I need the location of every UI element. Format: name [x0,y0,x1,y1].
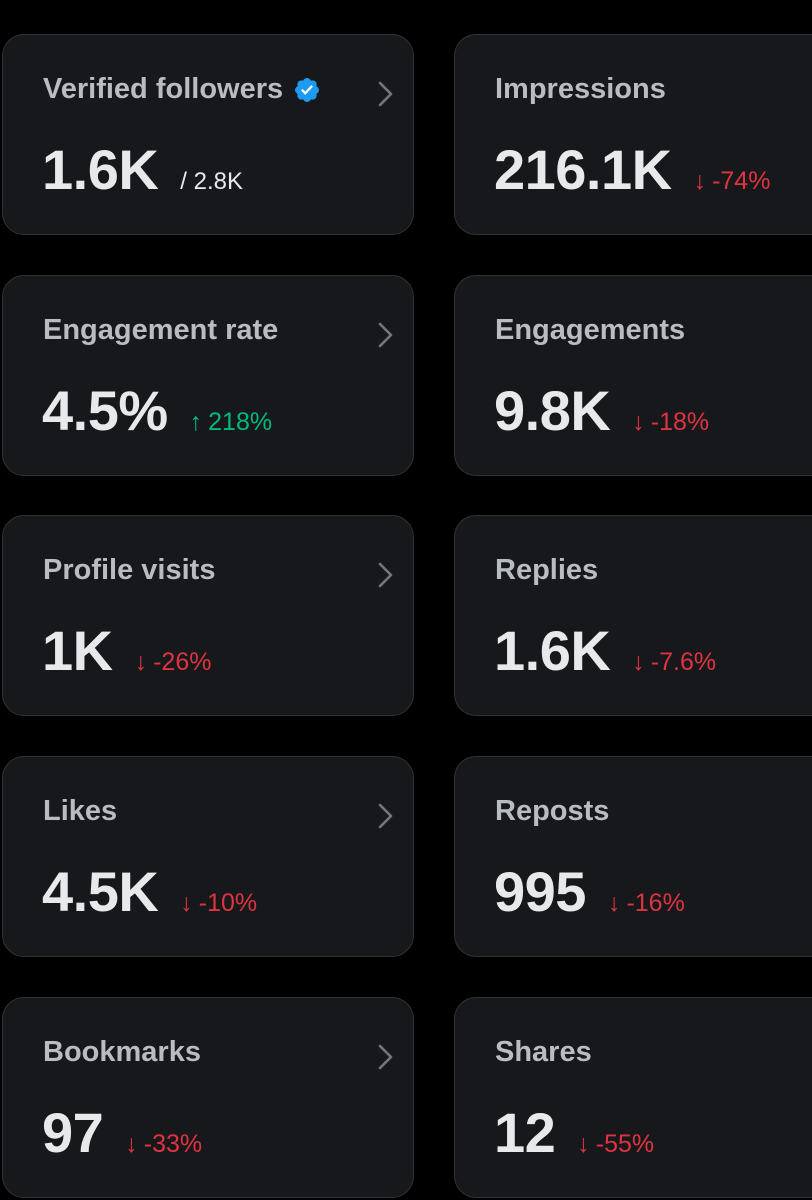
metric-value: 1.6K [42,138,159,201]
arrow-down-icon: ↓ [180,889,193,917]
change-indicator: ↓ -74% [694,167,771,196]
change-indicator: ↓ -55% [577,1130,654,1159]
card-label: Bookmarks [43,1036,201,1068]
change-indicator: ↓ -33% [125,1130,202,1159]
card-engagements[interactable]: Engagements 9.8K ↓ -18% [454,275,812,476]
card-reposts[interactable]: Reposts 995 ↓ -16% [454,756,812,957]
card-title: Replies [495,554,598,587]
chevron-right-icon[interactable] [375,1042,397,1072]
change-indicator: ↓ -26% [135,648,212,677]
change-percent: -16% [626,889,685,917]
change-indicator: ↓ -10% [180,889,257,918]
value-row: 995 ↓ -16% [494,859,685,924]
value-row: 12 ↓ -55% [494,1100,654,1165]
card-title: Likes [43,795,117,828]
value-row: 4.5K ↓ -10% [42,859,257,924]
card-impressions[interactable]: Impressions 216.1K ↓ -74% [454,34,812,235]
card-title: Engagement rate [43,314,278,347]
change-percent: -55% [595,1130,655,1158]
arrow-down-icon: ↓ [693,167,707,195]
change-indicator: ↓ -16% [608,889,685,918]
chevron-right-icon[interactable] [375,79,397,109]
card-label: Profile visits [43,554,216,586]
value-row: 4.5% ↑ 218% [42,378,272,443]
metric-value: 1.6K [494,619,611,682]
change-percent: -7.6% [650,648,717,676]
metric-value: 1K [42,619,113,682]
card-engagement-rate[interactable]: Engagement rate 4.5% ↑ 218% [2,275,414,476]
value-row: 9.8K ↓ -18% [494,378,709,443]
chevron-right-icon[interactable] [375,801,397,831]
change-indicator: ↑ 218% [190,408,272,437]
chevron-right-icon[interactable] [375,320,397,350]
metric-value: 9.8K [494,379,611,442]
change-percent: -74% [712,167,771,195]
card-label: Impressions [495,73,666,105]
card-title: Shares [495,1036,592,1069]
card-label: Replies [495,554,599,586]
card-verified-followers[interactable]: Verified followers 1.6K / 2.8K [2,34,414,235]
chevron-right-icon[interactable] [375,560,397,590]
change-percent: -18% [650,408,710,436]
arrow-up-icon: ↑ [189,408,203,436]
card-title: Reposts [495,795,609,828]
card-shares[interactable]: Shares 12 ↓ -55% [454,997,812,1198]
metric-value: 995 [494,860,586,923]
card-likes[interactable]: Likes 4.5K ↓ -10% [2,756,414,957]
arrow-down-icon: ↓ [134,648,148,676]
card-title: Bookmarks [43,1036,201,1069]
card-bookmarks[interactable]: Bookmarks 97 ↓ -33% [2,997,414,1198]
arrow-down-icon: ↓ [125,1130,138,1158]
card-label: Shares [495,1036,592,1068]
metric-value: 4.5% [42,379,168,442]
arrow-down-icon: ↓ [632,408,645,436]
arrow-down-icon: ↓ [577,1130,590,1158]
value-row: 97 ↓ -33% [42,1100,202,1165]
value-row: 216.1K ↓ -74% [494,137,770,202]
change-percent: -26% [153,648,212,676]
card-replies[interactable]: Replies 1.6K ↓ -7.6% [454,515,812,716]
change-percent: 218% [208,408,273,436]
metric-total: / 2.8K [180,168,244,195]
card-label: Reposts [495,795,610,827]
card-label: Likes [43,795,118,827]
change-percent: -10% [198,889,258,917]
change-indicator: ↓ -18% [632,408,709,437]
card-profile-visits[interactable]: Profile visits 1K ↓ -26% [2,515,414,716]
card-label: Verified followers [43,73,284,105]
change-indicator: ↓ -7.6% [632,648,716,677]
value-row: 1.6K ↓ -7.6% [494,618,716,683]
card-title: Impressions [495,73,666,106]
card-label: Engagement rate [43,314,279,346]
card-label: Engagements [495,314,686,346]
arrow-down-icon: ↓ [632,648,645,676]
value-row: 1K ↓ -26% [42,618,211,683]
metric-value: 97 [42,1101,104,1164]
metric-value: 216.1K [494,138,672,201]
metric-value: 12 [494,1101,556,1164]
card-title: Verified followers [43,73,321,106]
metric-value: 4.5K [42,860,159,923]
card-title: Engagements [495,314,685,347]
value-row: 1.6K / 2.8K [42,137,243,202]
card-title: Profile visits [43,554,215,587]
arrow-down-icon: ↓ [607,889,621,917]
verified-badge-icon [295,77,320,102]
change-percent: -33% [143,1130,203,1158]
